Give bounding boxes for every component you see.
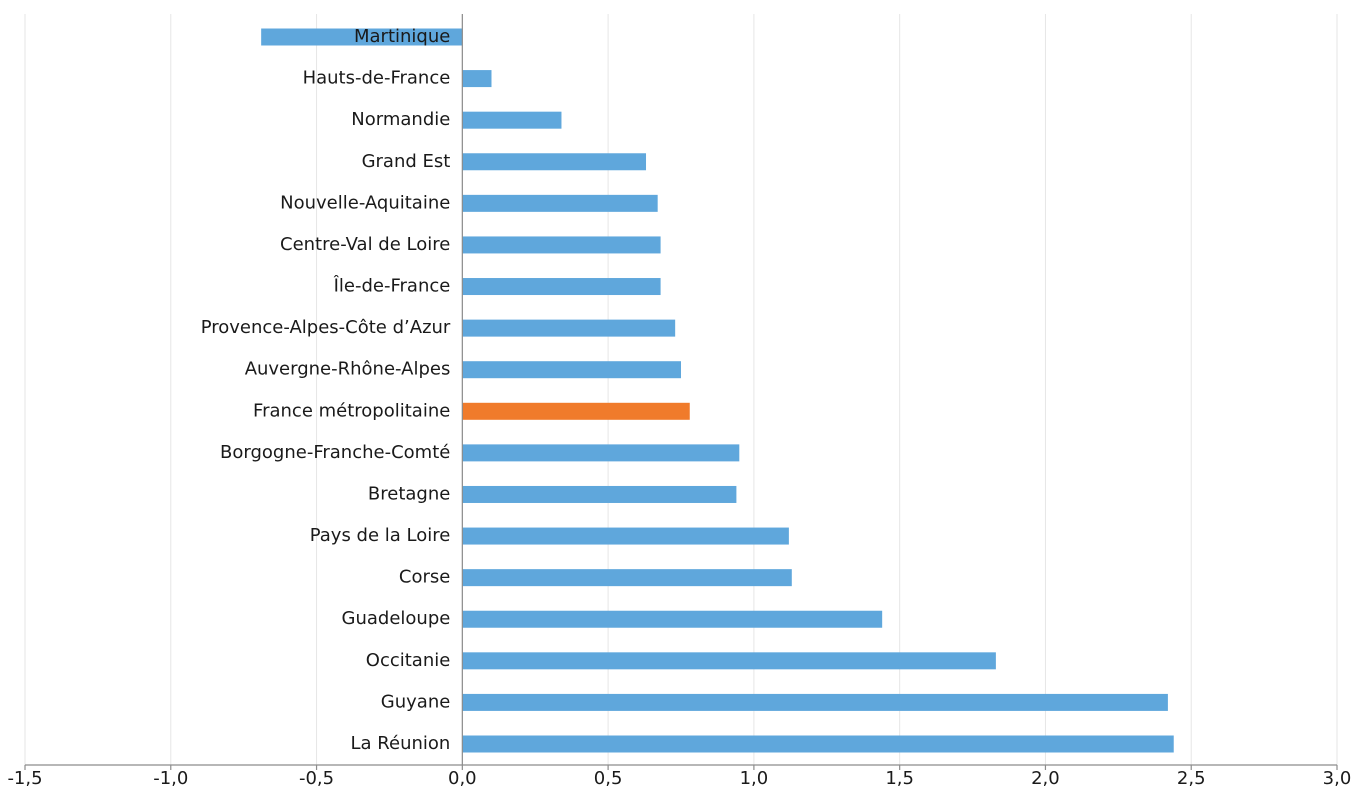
x-tick-label: 0,5 — [594, 768, 623, 789]
x-tick-label: 1,5 — [885, 768, 914, 789]
bar — [462, 735, 1174, 753]
category-label: Bretagne — [368, 483, 450, 504]
x-tick-label: -1,0 — [153, 768, 188, 789]
category-label: La Réunion — [351, 733, 451, 754]
category-label: Grand Est — [362, 151, 451, 172]
category-label: Provence-Alpes-Côte d’Azur — [201, 317, 451, 338]
bar — [462, 70, 492, 88]
bar — [462, 319, 676, 337]
bar — [462, 153, 647, 171]
bar — [462, 610, 883, 628]
category-label: Normandie — [351, 109, 450, 130]
bar — [462, 111, 562, 129]
category-label: Centre-Val de Loire — [280, 234, 450, 255]
bar — [462, 652, 996, 670]
bar — [462, 485, 737, 503]
category-label: Corse — [399, 567, 450, 588]
category-label: Pays de la Loire — [310, 525, 451, 546]
x-tick-label: 1,0 — [740, 768, 769, 789]
x-tick-label: 2,0 — [1031, 768, 1060, 789]
bar — [462, 361, 681, 379]
bar — [462, 236, 661, 254]
bar — [462, 444, 740, 462]
category-label: Auvergne-Rhône-Alpes — [245, 359, 451, 380]
bar — [462, 527, 789, 545]
bar — [462, 278, 661, 296]
category-label: Martinique — [354, 26, 450, 47]
x-tick-label: 3,0 — [1323, 768, 1352, 789]
x-tick-label: 2,5 — [1177, 768, 1206, 789]
x-tick-label: -0,5 — [299, 768, 334, 789]
category-label: France métropolitaine — [253, 400, 450, 421]
category-label: Guadeloupe — [342, 608, 451, 629]
category-label: Guyane — [381, 691, 451, 712]
x-tick-label: -1,5 — [7, 768, 42, 789]
bar — [462, 693, 1168, 711]
bar — [462, 402, 690, 420]
bar — [462, 194, 658, 212]
category-label: Hauts-de-France — [303, 68, 451, 89]
category-label: Borgogne-Franche-Comté — [220, 442, 450, 463]
x-tick-label: 0,0 — [448, 768, 477, 789]
bar — [261, 28, 463, 46]
category-label: Île-de-France — [333, 275, 451, 297]
category-label: Occitanie — [366, 650, 451, 671]
category-label: Nouvelle-Aquitaine — [280, 192, 450, 213]
bar — [462, 569, 792, 587]
